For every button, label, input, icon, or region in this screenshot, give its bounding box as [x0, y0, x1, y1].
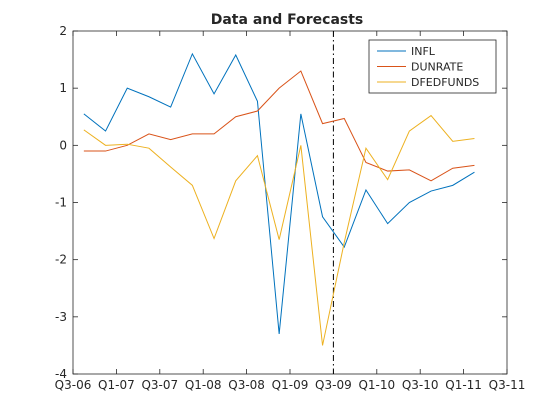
- chart-title: Data and Forecasts: [211, 12, 364, 28]
- x-tick-label: Q3-06: [55, 378, 92, 392]
- x-tick-label: Q1-10: [358, 378, 395, 392]
- x-tick-label: Q3-09: [315, 378, 352, 392]
- y-tick-label: -3: [55, 310, 67, 324]
- y-tick-label: -2: [55, 253, 67, 267]
- x-tick-label: Q3-07: [141, 378, 178, 392]
- x-tick-label: Q3-08: [228, 378, 265, 392]
- x-tick-label: Q1-11: [445, 378, 482, 392]
- legend-label-dfedfunds: DFEDFUNDS: [411, 76, 479, 89]
- legend-label-infl: INFL: [411, 45, 436, 58]
- y-tick-label: -4: [55, 367, 67, 381]
- x-tick-label: Q1-07: [98, 378, 135, 392]
- y-tick-label: 1: [59, 81, 67, 95]
- y-tick-label: 0: [59, 138, 67, 152]
- legend-label-dunrate: DUNRATE: [411, 61, 463, 74]
- x-tick-label: Q1-08: [185, 378, 222, 392]
- plot-area: -4 -3 -2 -1 0 1 2 Q3-06 Q1-07 Q3-07 Q1-08 Q3-08 Q1-0…: [55, 24, 526, 392]
- x-tick-label: Q1-09: [272, 378, 309, 392]
- y-tick-label: -1: [55, 196, 67, 210]
- x-tick-label: Q3-10: [402, 378, 439, 392]
- x-tick-label: Q3-11: [489, 378, 526, 392]
- y-tick-label: 2: [59, 24, 67, 38]
